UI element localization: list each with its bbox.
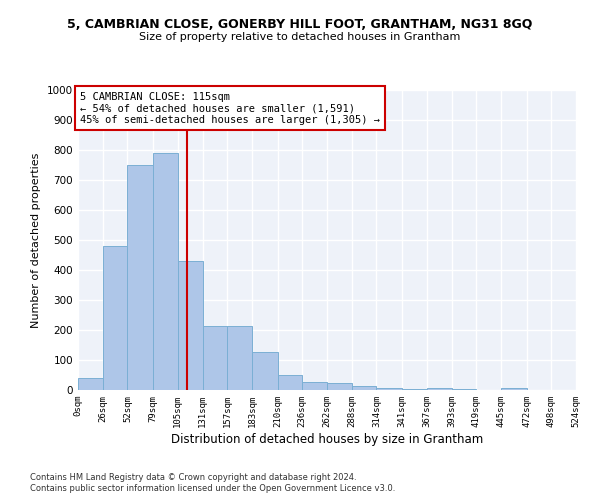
Bar — [302, 382, 327, 390]
Bar — [427, 388, 452, 390]
Bar — [127, 165, 153, 390]
Bar — [178, 261, 203, 390]
Text: Size of property relative to detached houses in Grantham: Size of property relative to detached ho… — [139, 32, 461, 42]
Bar — [352, 386, 376, 390]
Text: Contains public sector information licensed under the Open Government Licence v3: Contains public sector information licen… — [30, 484, 395, 493]
Bar — [103, 246, 127, 390]
Bar — [278, 375, 302, 390]
Bar — [327, 382, 352, 390]
Text: 5 CAMBRIAN CLOSE: 115sqm
← 54% of detached houses are smaller (1,591)
45% of sem: 5 CAMBRIAN CLOSE: 115sqm ← 54% of detach… — [80, 92, 380, 124]
Bar — [501, 388, 527, 390]
Bar — [402, 388, 427, 390]
X-axis label: Distribution of detached houses by size in Grantham: Distribution of detached houses by size … — [171, 432, 483, 446]
Bar — [78, 378, 103, 390]
Y-axis label: Number of detached properties: Number of detached properties — [31, 152, 41, 328]
Bar — [252, 352, 278, 390]
Bar — [153, 153, 178, 390]
Bar — [203, 326, 227, 390]
Bar — [376, 388, 402, 390]
Text: Contains HM Land Registry data © Crown copyright and database right 2024.: Contains HM Land Registry data © Crown c… — [30, 472, 356, 482]
Text: 5, CAMBRIAN CLOSE, GONERBY HILL FOOT, GRANTHAM, NG31 8GQ: 5, CAMBRIAN CLOSE, GONERBY HILL FOOT, GR… — [67, 18, 533, 30]
Bar — [227, 326, 252, 390]
